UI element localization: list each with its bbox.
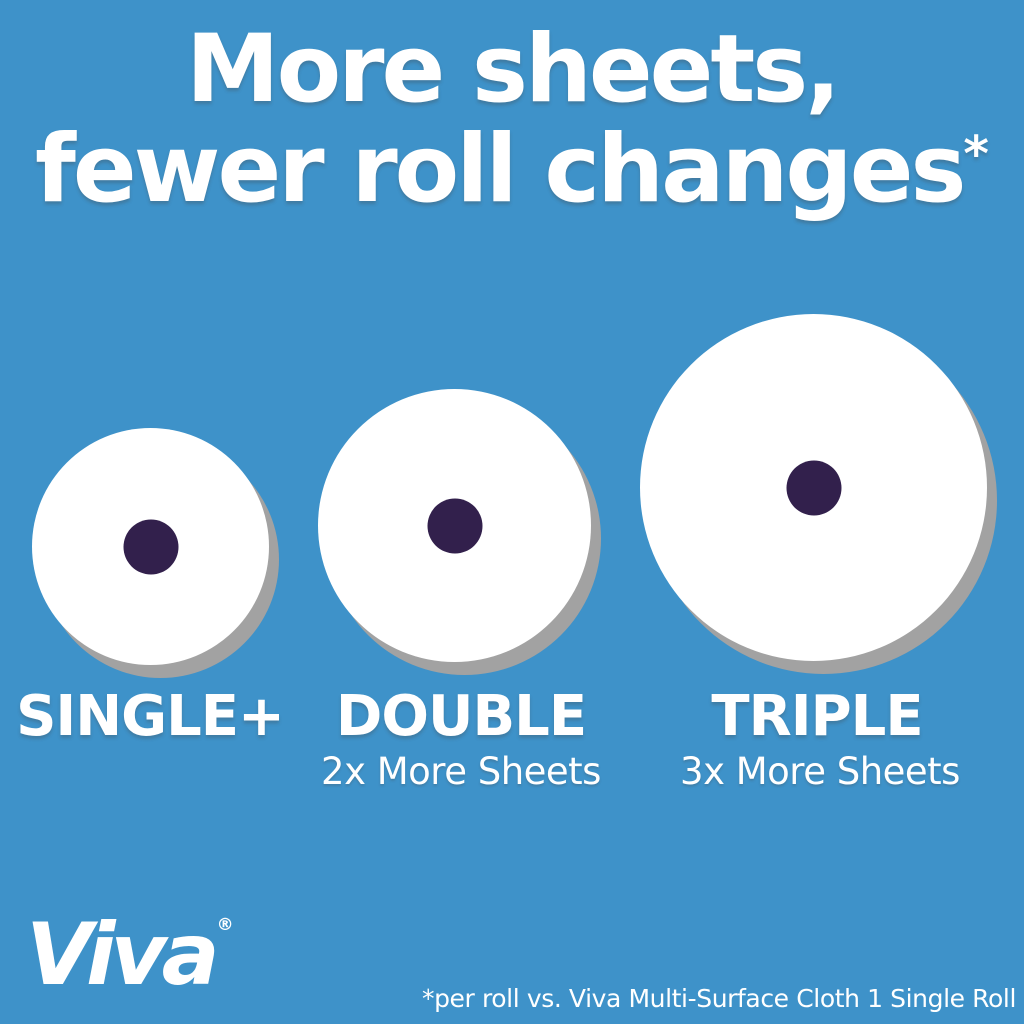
headline-line2-text: fewer roll changes: [35, 114, 966, 224]
headline: More sheets, fewer roll changes*: [0, 20, 1024, 219]
paper-roll-single: [32, 428, 269, 665]
roll-label-triple: TRIPLE: [711, 684, 923, 749]
roll-label-single: SINGLE+: [16, 684, 285, 749]
roll-core-icon: [786, 460, 841, 515]
headline-line2: fewer roll changes*: [0, 119, 1024, 220]
registered-trademark-icon: ®: [216, 914, 234, 935]
roll-core-icon: [123, 519, 178, 574]
paper-roll-double: [318, 389, 591, 662]
footnote: *per roll vs. Viva Multi-Surface Cloth 1…: [421, 984, 1016, 1013]
viva-logo-text: Viva: [26, 905, 220, 1005]
paper-roll-triple: [640, 314, 987, 661]
roll-label-double: DOUBLE: [335, 684, 587, 749]
roll-sublabel-triple: 3x More Sheets: [680, 750, 960, 793]
viva-logo: Viva ®: [26, 912, 234, 998]
headline-line1: More sheets,: [186, 15, 841, 124]
footnote-asterisk-marker: *: [963, 125, 989, 183]
roll-core-icon: [427, 498, 482, 553]
roll-sublabel-double: 2x More Sheets: [321, 750, 601, 793]
